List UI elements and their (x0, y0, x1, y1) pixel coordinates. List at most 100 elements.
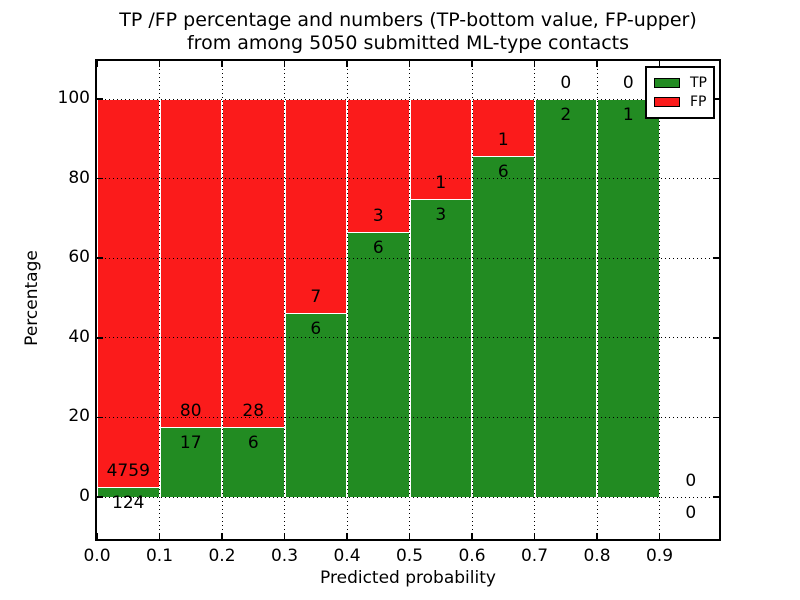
chart-title: TP /FP percentage and numbers (TP-bottom… (95, 9, 721, 55)
gridline-vertical (596, 61, 598, 539)
fp-count-label: 0 (622, 73, 634, 93)
bar-tp-segment (284, 313, 347, 497)
y-tick-mark (97, 98, 103, 100)
bar-tp-segment (472, 155, 535, 497)
gridline-vertical (221, 61, 223, 539)
x-tick-label: 0.5 (395, 546, 424, 566)
gridline-horizontal (97, 178, 719, 180)
tp-count-label: 0 (685, 503, 697, 523)
tp-swatch-icon (654, 78, 680, 88)
tp-count-label: 6 (247, 432, 259, 453)
x-tick-label: 0.3 (270, 546, 299, 566)
fp-count-label: 4759 (106, 460, 150, 481)
chart-title-line1: TP /FP percentage and numbers (TP-bottom… (119, 9, 697, 31)
x-tick-label: 0.4 (333, 546, 361, 566)
x-tick-mark-top (408, 61, 411, 67)
x-tick-label: 0.9 (645, 546, 674, 566)
x-tick-mark (658, 533, 661, 539)
y-tick-label: 20 (68, 406, 90, 427)
x-tick-label: 0.1 (145, 546, 174, 566)
y-tick-mark (97, 496, 103, 498)
x-tick-mark-top (96, 61, 98, 67)
x-tick-mark-top (158, 61, 161, 67)
x-tick-label: 0.0 (83, 546, 111, 566)
tp-count-label: 3 (435, 204, 447, 225)
tp-count-label: 6 (497, 161, 509, 182)
x-tick-mark-top (283, 61, 286, 67)
tp-count-label: 17 (179, 433, 202, 454)
bar-fp-segment (284, 99, 347, 314)
x-tick-label: 0.2 (208, 546, 236, 566)
y-tick-mark-right (713, 98, 719, 100)
fp-count-label: 3 (372, 205, 384, 226)
fp-count-label: 1 (435, 172, 447, 193)
gridline-vertical (534, 61, 535, 539)
x-axis-label: Predicted probability (320, 568, 496, 588)
fp-count-label: 28 (242, 400, 265, 421)
y-tick-label: 0 (79, 486, 90, 506)
tp-count-label: 2 (560, 105, 572, 125)
fp-count-label: 80 (179, 401, 202, 422)
x-tick-mark-top (658, 61, 661, 67)
gridline-horizontal (97, 257, 719, 259)
x-tick-label: 0.8 (583, 546, 611, 566)
y-tick-mark-right (713, 496, 719, 498)
x-tick-mark (346, 533, 348, 539)
legend-item-fp: FP (654, 94, 707, 110)
fp-count-label: 1 (497, 129, 509, 150)
bar-tp-segment (222, 426, 285, 497)
y-tick-mark-right (713, 257, 719, 259)
x-tick-mark (533, 533, 536, 539)
fp-count-label: 0 (560, 73, 572, 93)
gridline-vertical (346, 61, 348, 539)
gridline-vertical (471, 61, 473, 539)
gridline-horizontal (97, 496, 719, 498)
x-tick-mark (158, 533, 161, 539)
fp-count-label: 7 (310, 287, 322, 308)
tp-count-label: 1 (622, 105, 634, 125)
y-tick-label: 60 (68, 247, 90, 268)
legend-label-tp: TP (690, 75, 707, 91)
gridline-vertical (409, 61, 410, 539)
y-tick-mark-right (713, 177, 719, 180)
y-tick-mark (97, 177, 103, 180)
x-tick-mark (471, 533, 473, 539)
plot-area: TP FP 4759 124 80 17 28 6 7 6 3 6 1 3 1 6 0 2 0 1 0 0 (95, 59, 721, 541)
gridline-horizontal (97, 416, 719, 418)
bar-fp-segment (97, 99, 160, 487)
gridline-horizontal (97, 337, 719, 339)
x-tick-mark (283, 533, 286, 539)
legend: TP FP (645, 66, 715, 119)
bar-tp-segment (534, 99, 597, 497)
gridline-vertical (284, 61, 285, 539)
tp-count-label: 124 (112, 492, 145, 513)
gridline-horizontal (97, 98, 719, 100)
fp-count-label: 0 (685, 471, 697, 491)
x-tick-label: 0.7 (520, 546, 549, 566)
bar-tp-segment (347, 231, 410, 497)
y-tick-mark (97, 257, 103, 259)
y-tick-label: 80 (68, 167, 90, 188)
fp-swatch-icon (654, 97, 680, 107)
legend-label-fp: FP (690, 94, 707, 110)
x-tick-mark (96, 533, 98, 539)
x-tick-mark (221, 533, 223, 539)
bar-fp-segment (222, 99, 285, 427)
y-tick-mark-right (713, 416, 719, 419)
legend-item-tp: TP (654, 75, 707, 91)
y-tick-mark (97, 416, 103, 419)
gridline-vertical (159, 61, 160, 539)
x-tick-mark-top (533, 61, 536, 67)
bar-tp-segment (409, 198, 472, 497)
x-tick-label: 0.6 (458, 546, 486, 566)
x-tick-mark-top (596, 61, 598, 67)
tp-count-label: 6 (372, 237, 384, 258)
y-tick-mark (97, 337, 103, 339)
chart-title-line2: from among 5050 submitted ML-type contac… (186, 32, 630, 54)
bar-tp-segment (597, 99, 660, 497)
gridline-vertical (659, 61, 660, 539)
x-tick-mark-top (221, 61, 223, 67)
tp-count-label: 6 (310, 319, 322, 340)
y-tick-label: 40 (68, 326, 90, 347)
